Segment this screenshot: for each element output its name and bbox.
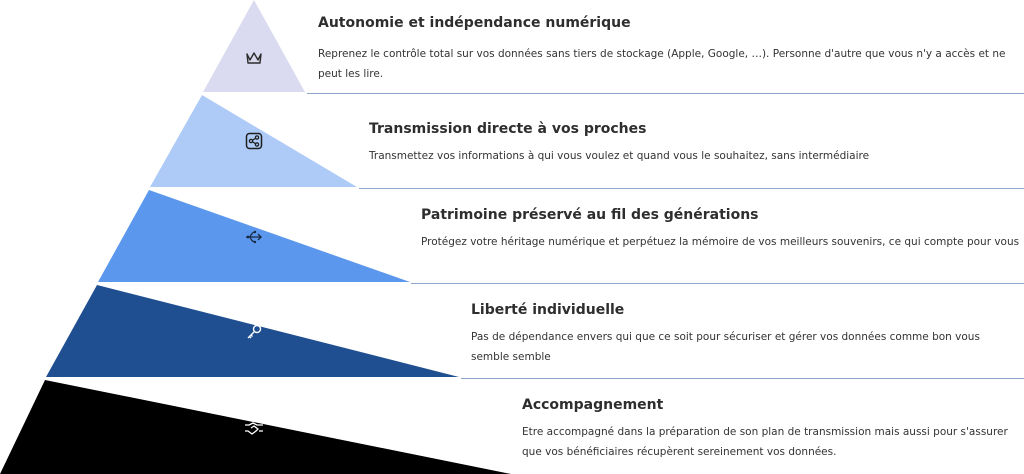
tier-title: Patrimoine préservé au fil des génératio… [421, 207, 759, 223]
tier-title: Liberté individuelle [471, 302, 625, 318]
tier-description: Reprenez le contrôle total sur vos donné… [318, 48, 1006, 80]
tier-description: Etre accompagné dans la préparation de s… [522, 426, 1008, 458]
tier-4-text: Liberté individuelle Pas de dépendance e… [471, 301, 1016, 367]
tier-divider [359, 188, 1024, 189]
pyramid-tier-3 [98, 190, 410, 282]
tier-description: Protégez votre héritage numérique et per… [421, 236, 1020, 248]
tier-description: Pas de dépendance envers qui que ce soit… [471, 331, 980, 363]
tier-5-text: Accompagnement Etre accompagné dans la p… [522, 396, 1020, 462]
pyramid-tier-1 [203, 0, 305, 92]
share-nodes-icon [244, 131, 264, 151]
tier-title: Accompagnement [522, 397, 664, 413]
tier-description: Transmettez vos informations à qui vous … [369, 150, 870, 162]
tier-title: Transmission directe à vos proches [369, 121, 647, 137]
pyramid-tier-2 [150, 95, 357, 187]
tier-divider [461, 378, 1024, 379]
key-icon [244, 322, 264, 342]
tier-3-text: Patrimoine préservé au fil des génératio… [421, 206, 1021, 252]
tier-2-text: Transmission directe à vos proches Trans… [369, 120, 1019, 166]
handshake-icon [244, 418, 264, 438]
pyramid-tier-4 [46, 285, 459, 377]
tier-divider [411, 283, 1024, 284]
crown-icon [244, 48, 264, 68]
tier-title: Autonomie et indépendance numérique [318, 15, 631, 31]
tier-divider [307, 93, 1024, 94]
branch-arrow-icon [244, 227, 264, 247]
tier-1-text: Autonomie et indépendance numérique Repr… [318, 14, 1018, 84]
